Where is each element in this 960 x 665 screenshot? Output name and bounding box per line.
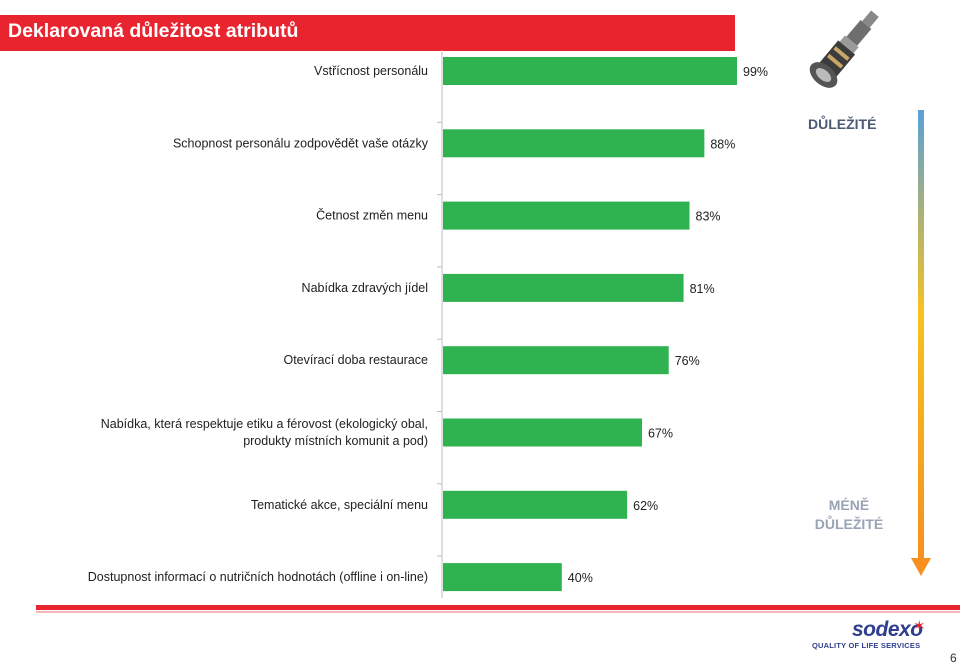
bar-value-label: 88% <box>710 137 735 151</box>
bar-value-label: 99% <box>743 65 768 79</box>
bar <box>443 201 690 230</box>
legend-important: DŮLEŽITÉ <box>808 116 877 132</box>
page-title: Deklarovaná důležitost atributů <box>8 20 299 42</box>
bar <box>443 418 642 447</box>
logo-star-icon: ✶ <box>913 618 926 635</box>
bar <box>443 490 628 519</box>
sodexo-logo: sodexo <box>852 618 923 641</box>
bar-value-label: 83% <box>696 210 721 224</box>
connector-image <box>809 10 879 88</box>
category-label: Dostupnost informací o nutričních hodnot… <box>88 570 428 584</box>
bar-value-label: 40% <box>568 571 593 585</box>
bar-value-label: 76% <box>675 354 700 368</box>
logo-tagline: QUALITY OF LIFE SERVICES <box>812 641 921 650</box>
bar <box>443 129 705 158</box>
category-label: Nabídka, která respektuje etiku a férovo… <box>101 417 428 448</box>
bottom-rule <box>36 605 960 610</box>
title-bar: Deklarovaná důležitost atributů <box>0 15 735 51</box>
bar <box>443 273 684 302</box>
bar-value-label: 67% <box>648 427 673 441</box>
category-label: Nabídka zdravých jídel <box>302 281 428 295</box>
bar <box>443 346 669 375</box>
bottom-rule-accent <box>36 611 960 613</box>
importance-arrow-head <box>911 558 931 576</box>
bar <box>443 57 738 85</box>
bar-value-label: 62% <box>633 499 658 513</box>
page-number: 6 <box>950 651 957 665</box>
importance-arrow-shaft <box>918 110 924 560</box>
bar <box>443 563 562 592</box>
legend-less-important: MÉNĚ DŮLEŽITÉ <box>814 497 884 532</box>
category-label: Schopnost personálu zodpovědět vaše otáz… <box>173 136 429 150</box>
category-label: Tematické akce, speciální menu <box>251 498 428 512</box>
category-label: Otevírací doba restaurace <box>283 353 428 367</box>
category-label: Vstřícnost personálu <box>314 64 428 78</box>
category-label: Četnost změn menu <box>316 208 428 223</box>
bar-value-label: 81% <box>690 282 715 296</box>
